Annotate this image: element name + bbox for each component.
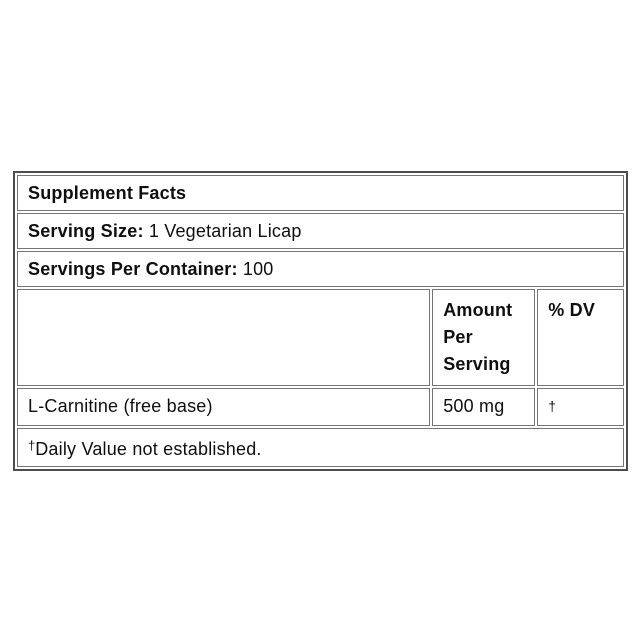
table-row: L-Carnitine (free base) 500 mg †: [17, 388, 624, 426]
serving-size-value: 1 Vegetarian Licap: [148, 221, 302, 241]
title-row: Supplement Facts: [17, 175, 624, 211]
ingredient-amount-cell: 500 mg: [432, 388, 536, 426]
percent-dv-header: % DV: [537, 289, 624, 386]
column-header-row: Amount Per Serving % DV: [17, 289, 624, 386]
footnote-cell: †Daily Value not established.: [17, 428, 624, 467]
dv-dagger-symbol: †: [548, 398, 557, 414]
amount-per-serving-header: Amount Per Serving: [432, 289, 536, 386]
ingredient-dv-cell: †: [537, 388, 624, 426]
empty-header-cell: [17, 289, 431, 386]
footnote-text: Daily Value not established.: [35, 439, 262, 459]
servings-per-container-label: Servings Per Container:: [28, 259, 238, 279]
servings-per-container-row: Servings Per Container: 100: [17, 251, 624, 287]
serving-size-row: Serving Size: 1 Vegetarian Licap: [17, 213, 624, 249]
serving-size-label: Serving Size:: [28, 221, 144, 241]
table-title: Supplement Facts: [17, 175, 624, 211]
ingredient-name-cell: L-Carnitine (free base): [17, 388, 431, 426]
servings-per-container-cell: Servings Per Container: 100: [17, 251, 624, 287]
footnote-row: †Daily Value not established.: [17, 428, 624, 467]
serving-size-cell: Serving Size: 1 Vegetarian Licap: [17, 213, 624, 249]
supplement-facts-table: Supplement Facts Serving Size: 1 Vegetar…: [13, 171, 628, 471]
footnote-dagger-symbol: †: [28, 438, 36, 453]
servings-per-container-value: 100: [242, 259, 274, 279]
